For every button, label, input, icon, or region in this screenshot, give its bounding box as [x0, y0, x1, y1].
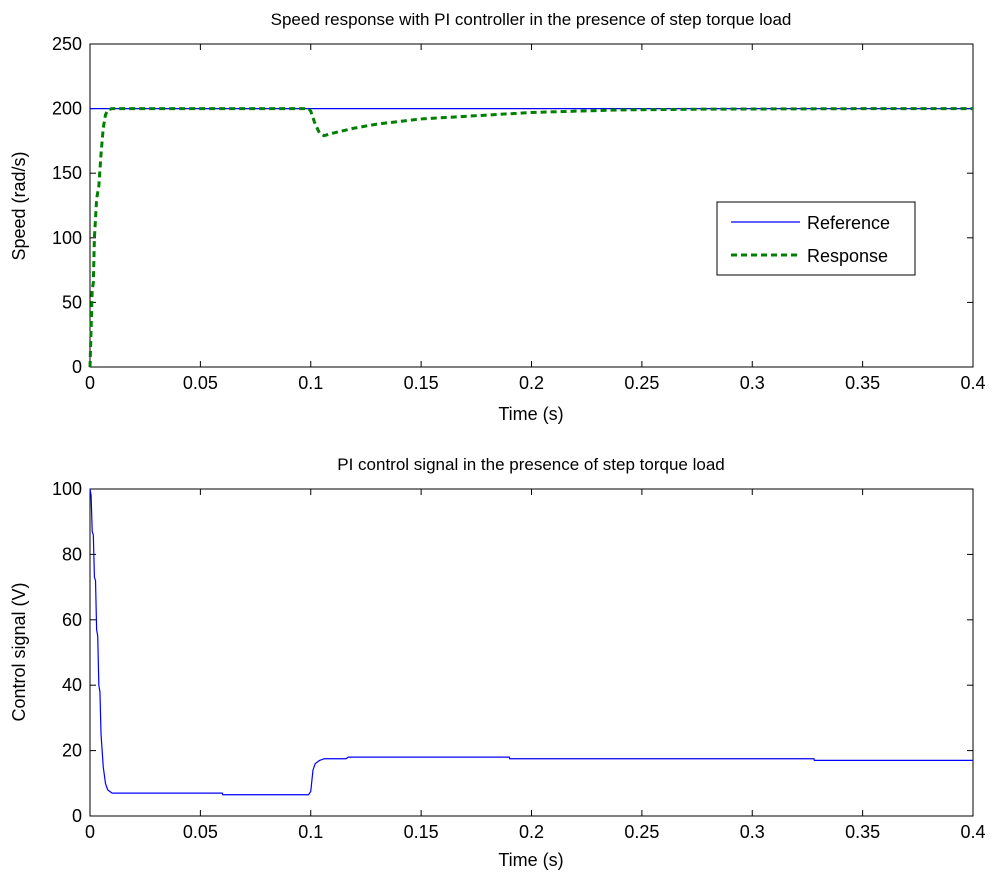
control-y-tick-label: 80	[62, 544, 82, 564]
control-chart-title: PI control signal in the presence of ste…	[337, 455, 724, 474]
speed-x-tick-label: 0.1	[298, 373, 323, 393]
speed-y-tick-label: 0	[72, 357, 82, 377]
control-x-tick-label: 0.1	[298, 822, 323, 842]
control-y-tick-label: 40	[62, 675, 82, 695]
control-x-axis-label: Time (s)	[498, 850, 563, 870]
control-x-tick-label: 0.25	[624, 822, 659, 842]
legend: Reference Response	[716, 201, 916, 276]
speed-y-tick-label: 250	[52, 34, 82, 54]
control-x-tick-label: 0.4	[960, 822, 985, 842]
speed-x-axis-label: Time (s)	[498, 404, 563, 424]
control-x-tick-label: 0.05	[183, 822, 218, 842]
speed-x-tick-label: 0.05	[183, 373, 218, 393]
legend-reference-label: Reference	[807, 213, 890, 233]
control-y-tick-label: 20	[62, 741, 82, 761]
speed-y-axis: 0 50 100 150 200 250	[52, 34, 973, 377]
control-y-tick-label: 0	[72, 806, 82, 826]
control-x-tick-label: 0.15	[404, 822, 439, 842]
control-y-tick-label: 100	[52, 479, 82, 499]
speed-chart: Speed response with PI controller in the…	[9, 10, 986, 424]
control-x-tick-label: 0	[85, 822, 95, 842]
control-y-tick-label: 60	[62, 610, 82, 630]
control-x-axis: 0 0.05 0.1 0.15 0.2 0.25 0.3 0.35 0.4	[85, 489, 986, 842]
control-series-line-1	[89, 488, 973, 796]
speed-series	[88, 107, 973, 368]
speed-y-tick-label: 150	[52, 163, 82, 183]
control-y-axis: 0 20 40 60 80 100	[52, 479, 973, 826]
speed-series-line-response	[88, 107, 973, 368]
speed-x-tick-label: 0.2	[519, 373, 544, 393]
speed-chart-title: Speed response with PI controller in the…	[271, 10, 792, 29]
control-y-axis-label: Control signal (V)	[9, 582, 29, 721]
control-series	[89, 488, 973, 796]
control-plot-area	[89, 488, 974, 817]
legend-box	[716, 201, 916, 276]
legend-response-label: Response	[807, 246, 888, 266]
speed-y-tick-label: 100	[52, 228, 82, 248]
speed-y-tick-label: 50	[62, 292, 82, 312]
speed-x-axis: 0 0.05 0.1 0.15 0.2 0.25 0.3 0.35 0.4	[85, 44, 986, 393]
speed-y-tick-label: 200	[52, 99, 82, 119]
control-x-tick-label: 0.3	[740, 822, 765, 842]
speed-x-tick-label: 0.3	[740, 373, 765, 393]
speed-y-axis-label: Speed (rad/s)	[9, 151, 29, 260]
control-chart: PI control signal in the presence of ste…	[9, 455, 986, 870]
speed-x-tick-label: 0.4	[960, 373, 985, 393]
speed-x-tick-label: 0.25	[624, 373, 659, 393]
control-x-tick-label: 0.35	[845, 822, 880, 842]
speed-x-tick-label: 0.35	[845, 373, 880, 393]
speed-x-tick-label: 0.15	[404, 373, 439, 393]
control-x-tick-label: 0.2	[519, 822, 544, 842]
speed-x-tick-label: 0	[85, 373, 95, 393]
